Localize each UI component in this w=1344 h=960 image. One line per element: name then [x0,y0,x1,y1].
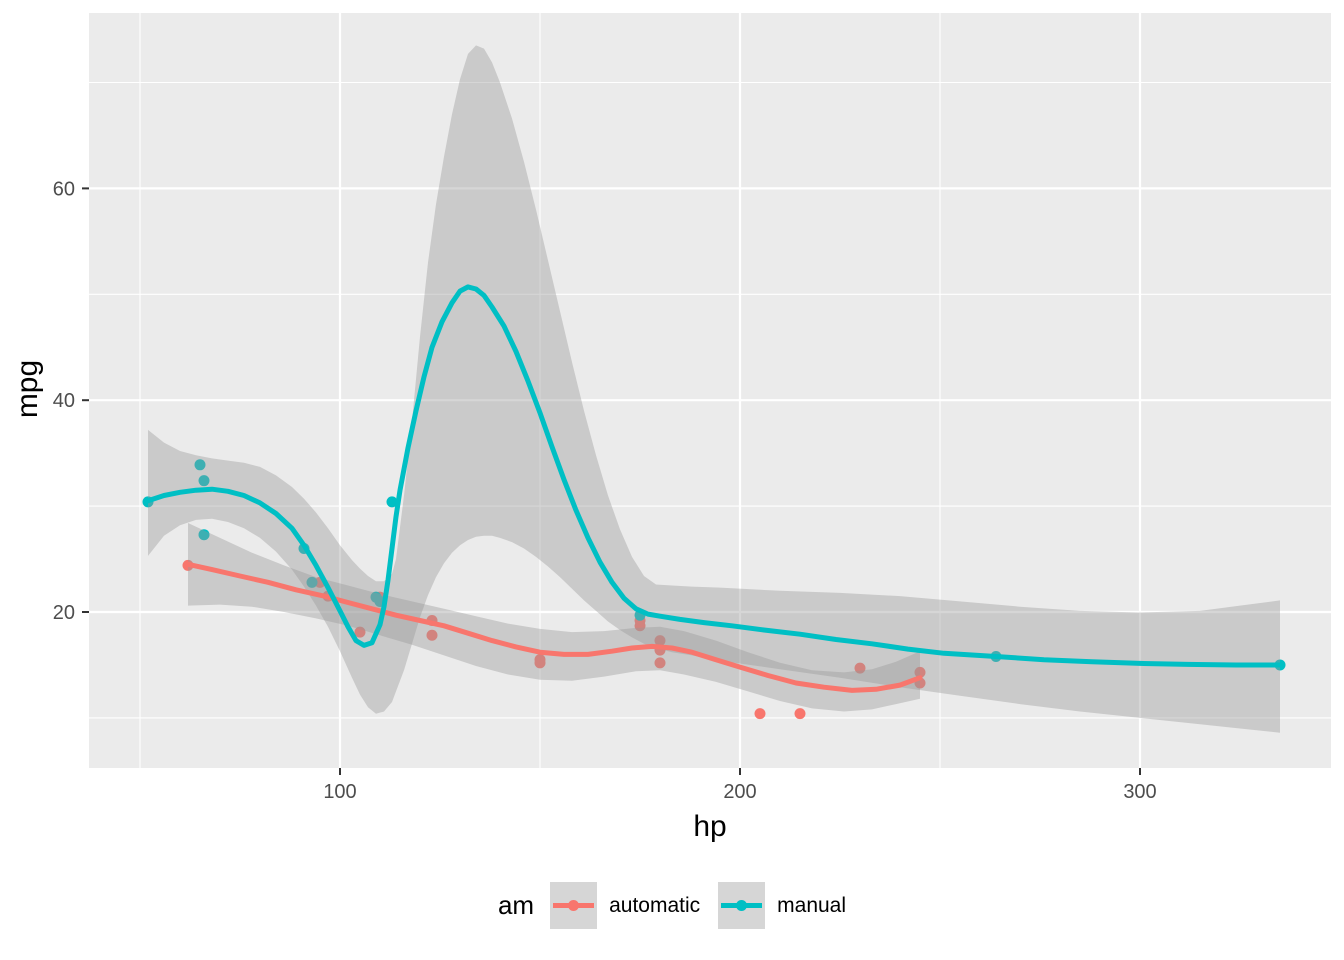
point-automatic [654,657,666,669]
x-tick-label: 200 [723,781,756,803]
point-manual [386,496,398,508]
legend-item-manual: manual [718,882,846,929]
panel-background [89,13,1331,768]
y-tick-label: 20 [53,602,75,624]
point-manual [370,591,382,603]
point-manual [194,459,206,471]
point-automatic [854,662,866,674]
smooth-line-automatic [185,561,923,693]
panel-content [142,45,1286,733]
point-manual [306,576,318,588]
legend-key-automatic-icon [550,882,598,929]
point-automatic [794,708,806,720]
legend-key-manual-icon [718,882,766,929]
smooth-line-manual [145,284,1283,668]
legend-title: am [497,890,535,920]
point-automatic [426,629,438,641]
legend-label-automatic: automatic [609,893,701,917]
legend-item-automatic: automatic [550,882,700,929]
legend-label-manual: manual [777,893,847,917]
legend: am automatic manual [0,882,1344,929]
point-automatic [754,708,766,720]
x-tick-label: 300 [1123,781,1156,803]
point-manual [198,529,210,541]
x-tick-label: 100 [323,781,356,803]
y-axis-title: mpg [11,359,44,419]
point-automatic [534,657,546,669]
x-axis-title: hp [693,810,727,843]
point-automatic [914,666,926,678]
point-automatic [654,635,666,647]
y-tick-label: 40 [53,390,75,412]
point-automatic [354,626,366,638]
y-tick-label: 60 [53,178,75,200]
point-manual [198,475,210,487]
smooth-ribbon-manual [148,45,1280,733]
